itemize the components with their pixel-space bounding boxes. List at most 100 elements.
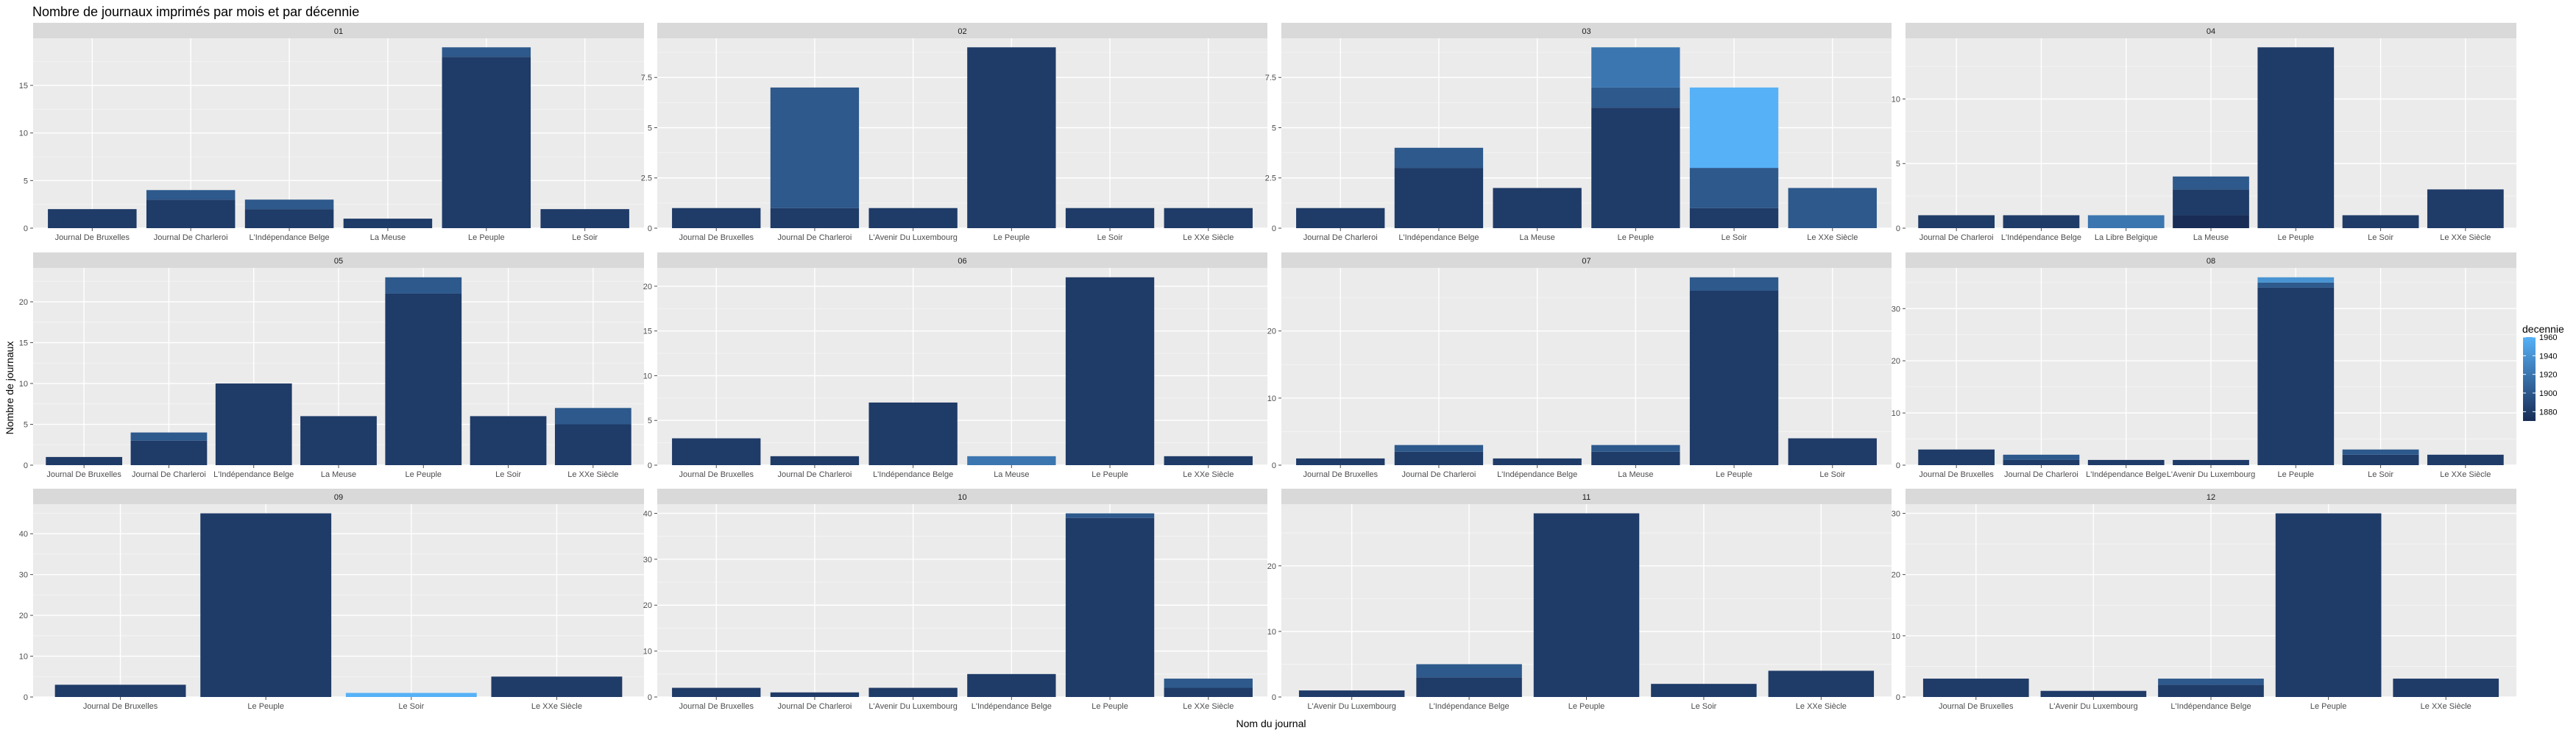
bar: [345, 693, 477, 697]
bar-segment: [967, 47, 1056, 229]
bar-segment: [2342, 454, 2419, 465]
bar-segment: [244, 199, 334, 210]
bar-segment: [1394, 147, 1484, 169]
bar-segment: [244, 209, 334, 228]
y-tick-label: 10: [1892, 409, 1900, 418]
facet-strip: [657, 23, 1267, 38]
bar-segment: [967, 456, 1056, 465]
bar: [1922, 679, 2029, 697]
bar: [770, 456, 860, 465]
x-tick-label: Le XXe Siècle: [2440, 470, 2491, 479]
y-tick-label: 7.5: [641, 74, 652, 82]
bar-segment: [770, 87, 860, 208]
x-tick-label: Journal De Bruxelles: [83, 702, 158, 711]
bar: [2173, 459, 2249, 465]
x-tick-label: Le XXe Siècle: [531, 702, 582, 711]
bar-segment: [442, 57, 531, 228]
x-tick-label: Journal De Charleroi: [777, 470, 852, 479]
y-tick-label: 20: [19, 612, 28, 620]
bar: [54, 684, 186, 697]
facet-strip-label: 01: [334, 27, 343, 36]
y-tick-label: 10: [1267, 394, 1276, 403]
bar: [2427, 189, 2504, 228]
facet-strip: [1906, 252, 2516, 268]
bar: [146, 190, 236, 228]
bar: [2003, 454, 2080, 465]
facet-strip-label: 05: [334, 257, 343, 266]
bar: [554, 408, 631, 465]
y-tick-label: 10: [643, 372, 652, 381]
bar-segment: [1065, 208, 1155, 228]
x-tick-label: Journal De Charleroi: [777, 702, 852, 711]
bar-segment: [1065, 517, 1155, 697]
bar: [2087, 459, 2165, 465]
y-tick-label: 20: [643, 601, 652, 610]
y-tick-label: 40: [19, 530, 28, 539]
y-tick-label: 10: [643, 648, 652, 657]
y-tick-label: 15: [19, 339, 28, 348]
y-tick-label: 0: [648, 693, 652, 702]
x-tick-label: L'Indépendance Belge: [1398, 233, 1479, 242]
bar: [2087, 215, 2165, 228]
bar: [1164, 456, 1253, 465]
bar: [1689, 87, 1779, 228]
y-tick-label: 30: [643, 556, 652, 565]
x-tick-label: Le XXe Siècle: [567, 470, 618, 479]
x-tick-label: L'Avenir Du Luxembourg: [2049, 702, 2138, 711]
x-tick-label: L'Indépendance Belge: [873, 470, 953, 479]
bar: [1591, 47, 1680, 228]
bar-segment: [2040, 690, 2147, 697]
bar-segment: [868, 402, 958, 465]
legend: decennie 1960 1940 1920 1900 1880: [2522, 323, 2564, 421]
facet-strip: [33, 23, 644, 38]
bar: [1591, 445, 1680, 465]
y-axis-title: Nombre de journaux: [4, 342, 15, 435]
y-tick-label: 10: [1892, 95, 1900, 104]
y-tick-label: 20: [1892, 357, 1900, 366]
facet-strip: [1281, 23, 1892, 38]
bar: [2158, 679, 2264, 697]
facet-strip-label: 06: [958, 257, 966, 266]
bar-segment: [554, 424, 631, 465]
bar: [1164, 679, 1253, 697]
legend-label: 1880: [2539, 408, 2557, 417]
bar-segment: [672, 687, 761, 697]
bar: [672, 438, 761, 465]
y-tick-label: 0: [24, 461, 28, 470]
x-tick-label: Le Peuple: [994, 233, 1030, 242]
bar: [300, 416, 377, 465]
y-tick-label: 5: [648, 417, 652, 425]
bar-segment: [2275, 513, 2382, 697]
bar: [1918, 449, 1995, 465]
x-tick-label: Le Peuple: [1568, 702, 1605, 711]
bar: [1689, 277, 1779, 465]
x-tick-label: Le Peuple: [468, 233, 505, 242]
panel-background: [1281, 268, 1892, 465]
bar-segment: [554, 408, 631, 425]
y-tick-label: 0: [648, 224, 652, 233]
facet-strip: [657, 252, 1267, 268]
bar-segment: [1296, 208, 1385, 228]
x-tick-label: Journal De Bruxelles: [679, 702, 754, 711]
panel-background: [657, 504, 1267, 697]
x-tick-label: L'Indépendance Belge: [972, 702, 1052, 711]
bar-segment: [1298, 690, 1405, 697]
facet-07: 07 0 10 20 Journal De Bruxelles Journal De Ch…: [1267, 252, 1892, 479]
bar-segment: [1065, 277, 1155, 465]
facet-strip-label: 02: [958, 27, 966, 36]
x-tick-label: Journal De Charleroi: [154, 233, 228, 242]
x-tick-label: Le XXe Siècle: [2440, 233, 2491, 242]
bar: [2342, 449, 2419, 465]
bar-segment: [1416, 664, 1522, 678]
bar: [2393, 679, 2499, 697]
bar: [46, 456, 123, 465]
legend-colorbar: [2523, 337, 2536, 421]
x-tick-label: Journal De Bruxelles: [1939, 702, 2014, 711]
y-tick-label: 5: [24, 177, 28, 185]
x-tick-label: Le Soir: [1722, 233, 1747, 242]
x-tick-label: Journal De Charleroi: [132, 470, 206, 479]
x-tick-label: L'Indépendance Belge: [213, 470, 294, 479]
bar-segment: [1918, 449, 1995, 465]
facet-04: 04 0 5 10 Journal De Charleroi L'Indépendance…: [1892, 23, 2516, 242]
x-tick-label: La Meuse: [370, 233, 406, 242]
